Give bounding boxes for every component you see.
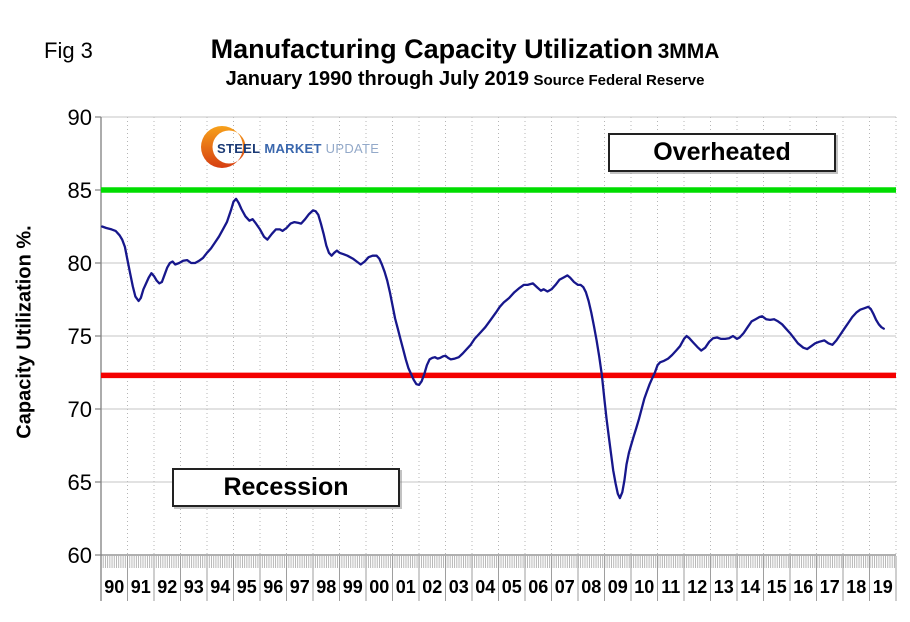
x-year-label: 99 — [343, 577, 363, 597]
x-year-label: 94 — [210, 577, 230, 597]
x-year-label: 17 — [820, 577, 840, 597]
figure-label: Fig 3 — [44, 38, 93, 63]
y-tick-label: 60 — [68, 543, 92, 568]
source-note: Source Federal Reserve — [533, 72, 705, 90]
x-year-label: 05 — [502, 577, 522, 597]
recession-label-box: Recession — [172, 468, 400, 507]
x-year-label: 97 — [290, 577, 310, 597]
page-title: Manufacturing Capacity Utilization — [210, 34, 654, 64]
logo-word-steel: STEEL — [217, 141, 261, 156]
x-year-label: 96 — [263, 577, 283, 597]
x-year-label: 98 — [316, 577, 336, 597]
chart-subtitle: January 1990 through July 2019 — [225, 68, 530, 91]
chart-title-block: Manufacturing Capacity Utilization 3MMA … — [150, 34, 780, 91]
x-year-label: 03 — [449, 577, 469, 597]
x-year-label: 09 — [608, 577, 628, 597]
x-year-label: 01 — [396, 577, 416, 597]
x-year-label: 08 — [581, 577, 601, 597]
x-year-label: 13 — [714, 577, 734, 597]
x-year-label: 93 — [184, 577, 204, 597]
x-year-label: 90 — [104, 577, 124, 597]
logo-word-market: MARKET — [264, 141, 322, 156]
x-year-label: 00 — [369, 577, 389, 597]
overheated-label: Overheated — [653, 138, 791, 166]
series-line — [100, 197, 885, 500]
title-suffix: 3MMA — [657, 40, 720, 63]
x-year-label: 95 — [237, 577, 257, 597]
title-line: Manufacturing Capacity Utilization 3MMA — [150, 34, 780, 65]
recession-label: Recession — [223, 473, 349, 501]
x-year-label: 91 — [131, 577, 151, 597]
x-year-label: 15 — [767, 577, 787, 597]
smu-logo: STEEL MARKET UPDATE — [200, 124, 379, 170]
x-year-label: 12 — [687, 577, 707, 597]
x-year-label: 11 — [661, 577, 680, 597]
y-axis-title: Capacity Utilization %. — [13, 225, 36, 439]
x-year-label: 06 — [528, 577, 548, 597]
smu-logo-text: STEEL MARKET UPDATE — [217, 141, 379, 156]
x-year-label: 18 — [846, 577, 866, 597]
x-year-label: 10 — [634, 577, 654, 597]
subtitle-line: January 1990 through July 2019 Source Fe… — [150, 68, 780, 91]
x-year-label: 14 — [740, 577, 760, 597]
x-year-label: 19 — [873, 577, 893, 597]
y-tick-label: 70 — [68, 397, 92, 422]
y-tick-label: 90 — [68, 105, 92, 130]
smu-crescent-icon — [201, 126, 246, 168]
x-year-label: 02 — [422, 577, 442, 597]
x-year-label: 07 — [555, 577, 575, 597]
logo-word-update: UPDATE — [325, 141, 380, 156]
y-tick-label: 65 — [68, 470, 92, 495]
overheated-label-box: Overheated — [608, 133, 836, 172]
x-year-label: 16 — [793, 577, 813, 597]
x-year-label: 04 — [475, 577, 495, 597]
y-tick-label: 75 — [68, 324, 92, 349]
y-tick-label: 85 — [68, 178, 92, 203]
y-tick-label: 80 — [68, 251, 92, 276]
x-year-label: 92 — [157, 577, 177, 597]
